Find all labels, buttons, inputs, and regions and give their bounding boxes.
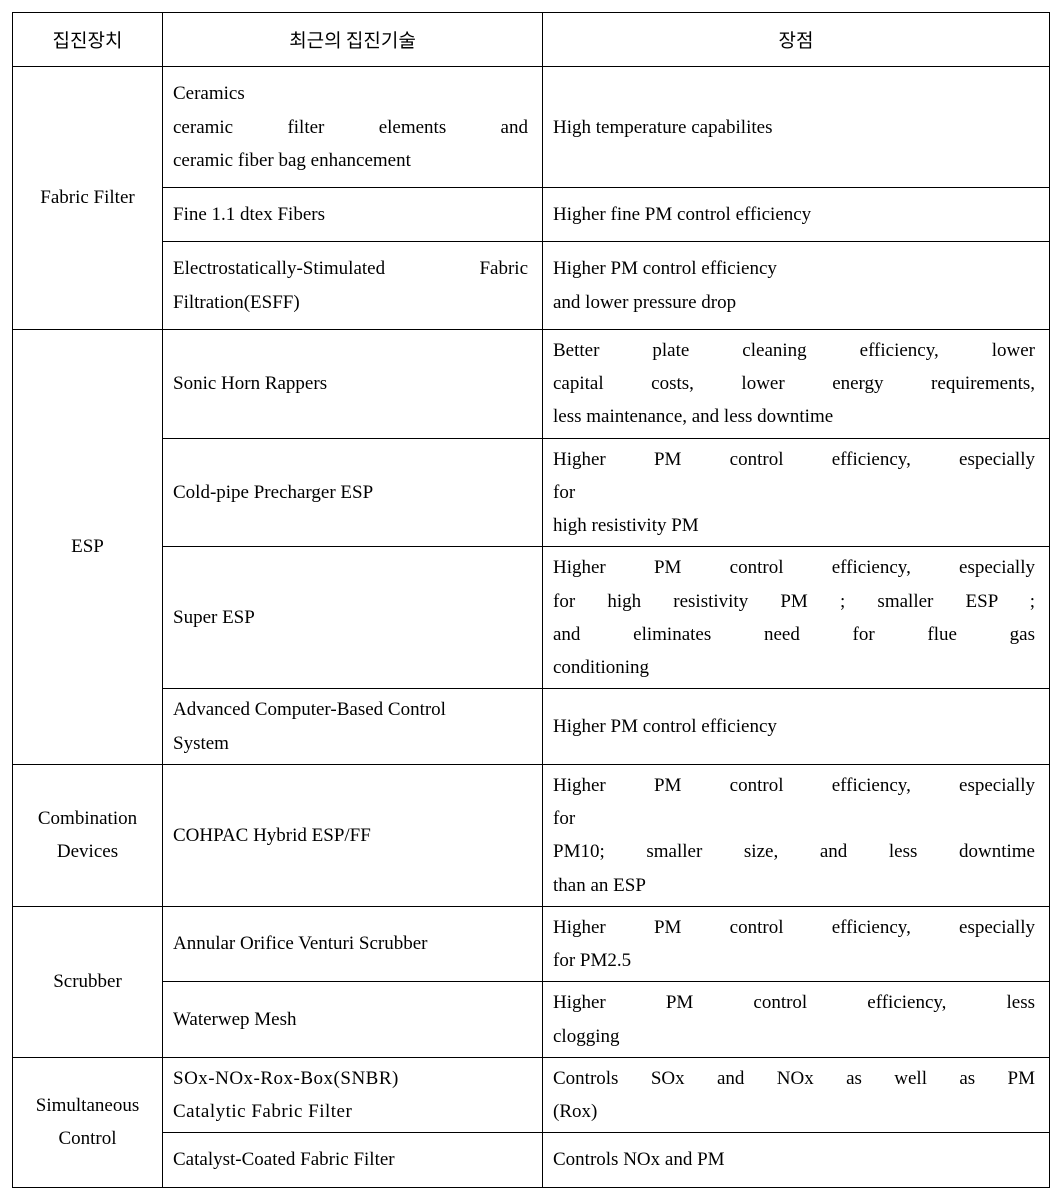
advantage-cell: Higher fine PM control efficiency: [543, 188, 1050, 242]
tech-text: Catalytic Fabric Filter: [173, 1095, 528, 1128]
advantage-cell: Higher PM control efficiency, especially…: [543, 906, 1050, 982]
advantage-text: and lower pressure drop: [553, 286, 1035, 319]
advantage-text: Higher PM control efficiency, especially: [553, 551, 1035, 584]
advantage-cell: Higher PM control efficiency and lower p…: [543, 242, 1050, 330]
category-label: Simultaneous Control: [36, 1095, 139, 1149]
dust-collection-table: 집진장치 최근의 집진기술 장점 Fabric Filter Ceramics …: [12, 12, 1050, 1188]
tech-cell: Advanced Computer-Based Control System: [163, 689, 543, 765]
tech-text: Ceramics: [173, 77, 528, 110]
tech-cell: Electrostatically-Stimulated Fabric Filt…: [163, 242, 543, 330]
advantage-cell: Higher PM control efficiency, especially…: [543, 438, 1050, 547]
tech-cell: Sonic Horn Rappers: [163, 329, 543, 438]
tech-text: SOx-NOx-Rox-Box(SNBR): [173, 1062, 528, 1095]
table-row: ESP Sonic Horn Rappers Better plate clea…: [13, 329, 1050, 438]
col-header-device: 집진장치: [13, 13, 163, 67]
tech-cell: COHPAC Hybrid ESP/FF: [163, 764, 543, 906]
table-row: Simultaneous Control SOx-NOx-Rox-Box(SNB…: [13, 1057, 1050, 1133]
advantage-cell: Controls NOx and PM: [543, 1133, 1050, 1187]
category-label: ESP: [71, 536, 104, 557]
table-row: Catalyst-Coated Fabric Filter Controls N…: [13, 1133, 1050, 1187]
tech-text: Advanced Computer-Based Control: [173, 693, 528, 726]
advantage-text: (Rox): [553, 1095, 1035, 1128]
advantage-cell: Higher PM control efficiency, especially…: [543, 764, 1050, 906]
tech-text: Electrostatically-Stimulated Fabric: [173, 252, 528, 285]
tech-cell: Cold-pipe Precharger ESP: [163, 438, 543, 547]
table-row: Super ESP Higher PM control efficiency, …: [13, 547, 1050, 689]
category-cell: Combination Devices: [13, 764, 163, 906]
table-row: Scrubber Annular Orifice Venturi Scrubbe…: [13, 906, 1050, 982]
tech-cell: Annular Orifice Venturi Scrubber: [163, 906, 543, 982]
table-row: Waterwep Mesh Higher PM control efficien…: [13, 982, 1050, 1058]
tech-text: System: [173, 727, 528, 760]
advantage-text: conditioning: [553, 651, 1035, 684]
table-row: Cold-pipe Precharger ESP Higher PM contr…: [13, 438, 1050, 547]
tech-text: ceramic fiber bag enhancement: [173, 144, 528, 177]
category-cell: Scrubber: [13, 906, 163, 1057]
category-label: Fabric Filter: [40, 187, 134, 208]
table-row: Electrostatically-Stimulated Fabric Filt…: [13, 242, 1050, 330]
advantage-text: than an ESP: [553, 869, 1035, 902]
advantage-cell: Controls SOx and NOx as well as PM (Rox): [543, 1057, 1050, 1133]
table-row: Fine 1.1 dtex Fibers Higher fine PM cont…: [13, 188, 1050, 242]
advantage-text: Higher PM control efficiency: [553, 252, 1035, 285]
advantage-text: Higher PM control efficiency, especially: [553, 911, 1035, 944]
advantage-text: for: [553, 476, 1035, 509]
advantage-cell: Higher PM control efficiency: [543, 689, 1050, 765]
tech-cell: Fine 1.1 dtex Fibers: [163, 188, 543, 242]
advantage-text: Higher PM control efficiency, especially: [553, 769, 1035, 802]
advantage-text: less maintenance, and less downtime: [553, 400, 1035, 433]
advantage-text: Better plate cleaning efficiency, lower: [553, 334, 1035, 367]
tech-cell: Super ESP: [163, 547, 543, 689]
advantage-text: and eliminates need for flue gas: [553, 618, 1035, 651]
advantage-cell: Higher PM control efficiency, especially…: [543, 547, 1050, 689]
advantage-text: for PM2.5: [553, 944, 1035, 977]
category-cell: ESP: [13, 329, 163, 764]
category-cell: Simultaneous Control: [13, 1057, 163, 1187]
table-row: Advanced Computer-Based Control System H…: [13, 689, 1050, 765]
advantage-text: Higher PM control efficiency, especially: [553, 443, 1035, 476]
tech-cell: Catalyst-Coated Fabric Filter: [163, 1133, 543, 1187]
category-cell: Fabric Filter: [13, 67, 163, 330]
advantage-text: Higher PM control efficiency, less: [553, 986, 1035, 1019]
category-label: Scrubber: [53, 971, 122, 992]
advantage-text: for high resistivity PM ; smaller ESP ;: [553, 585, 1035, 618]
advantage-text: for: [553, 802, 1035, 835]
tech-cell: Ceramics ceramic filter elements and cer…: [163, 67, 543, 188]
tech-cell: SOx-NOx-Rox-Box(SNBR) Catalytic Fabric F…: [163, 1057, 543, 1133]
col-header-tech: 최근의 집진기술: [163, 13, 543, 67]
advantage-text: clogging: [553, 1020, 1035, 1053]
tech-text: Filtration(ESFF): [173, 286, 528, 319]
advantage-text: PM10; smaller size, and less downtime: [553, 835, 1035, 868]
category-label: Combination Devices: [38, 808, 137, 862]
tech-text: ceramic filter elements and: [173, 111, 528, 144]
table-row: Combination Devices COHPAC Hybrid ESP/FF…: [13, 764, 1050, 906]
table-row: Fabric Filter Ceramics ceramic filter el…: [13, 67, 1050, 188]
table-header-row: 집진장치 최근의 집진기술 장점: [13, 13, 1050, 67]
advantage-cell: Higher PM control efficiency, less clogg…: [543, 982, 1050, 1058]
advantage-text: Controls SOx and NOx as well as PM: [553, 1062, 1035, 1095]
advantage-text: high resistivity PM: [553, 509, 1035, 542]
col-header-advantage: 장점: [543, 13, 1050, 67]
advantage-cell: High temperature capabilites: [543, 67, 1050, 188]
tech-cell: Waterwep Mesh: [163, 982, 543, 1058]
advantage-cell: Better plate cleaning efficiency, lower …: [543, 329, 1050, 438]
advantage-text: capital costs, lower energy requirements…: [553, 367, 1035, 400]
